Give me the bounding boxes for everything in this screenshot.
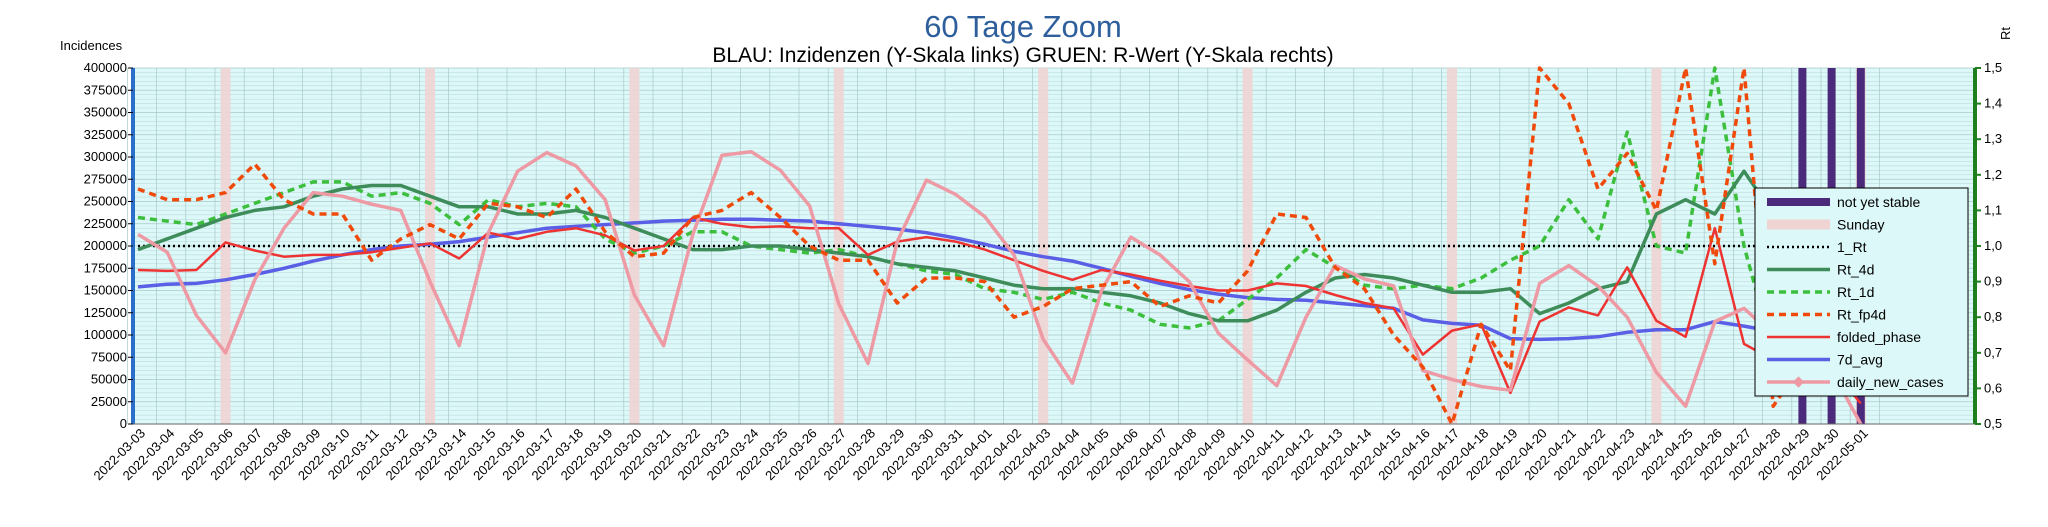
y-tick-label-left: 300000 — [84, 149, 127, 164]
y-tick-label-left: 400000 — [84, 60, 127, 75]
y-axis-right-title: Rt — [1998, 27, 2013, 40]
y-tick-label-left: 225000 — [84, 216, 127, 231]
y-tick-label-left: 375000 — [84, 82, 127, 97]
legend-marker — [1792, 376, 1805, 388]
series-line-folded-phase — [137, 216, 1862, 405]
y-tick-label-left: 150000 — [84, 283, 127, 298]
legend-swatch — [1767, 219, 1830, 230]
sunday-bar — [1242, 68, 1253, 424]
sunday-bar — [220, 68, 231, 424]
y-tick-label-left: 325000 — [84, 127, 127, 142]
series-line-rt-fp4d — [137, 66, 1862, 426]
legend-label: Rt_4d — [1837, 262, 1874, 278]
y-tick-label-right: 0,5 — [1984, 416, 2002, 431]
series-line-rt-1d — [137, 66, 1863, 359]
y-tick-label-right: 1,0 — [1984, 238, 2002, 253]
y-tick-label-left: 75000 — [91, 349, 127, 364]
legend-label: folded_phase — [1837, 329, 1921, 345]
y-tick-label-right: 1,2 — [1984, 167, 2002, 182]
legend-label: Sunday — [1837, 217, 1884, 233]
y-tick-label-left: 0 — [120, 416, 127, 431]
chart-title: 60 Tage Zoom — [924, 9, 1122, 44]
y-tick-label-right: 1,5 — [1984, 60, 2002, 75]
y-tick-label-left: 350000 — [84, 105, 127, 120]
y-tick-label-left: 200000 — [84, 238, 127, 253]
y-tick-label-left: 275000 — [84, 171, 127, 186]
y-tick-label-right: 1,3 — [1984, 131, 2002, 146]
legend-label: 1_Rt — [1837, 239, 1867, 255]
legend-label: Rt_fp4d — [1837, 307, 1886, 323]
y-tick-label-left: 250000 — [84, 194, 127, 209]
y-tick-label-right: 0,8 — [1984, 309, 2002, 324]
sunday-bar — [1447, 68, 1457, 424]
series-line-rt-4d — [137, 169, 1863, 323]
y-tick-label-left: 50000 — [91, 372, 127, 387]
y-tick-label-left: 100000 — [84, 327, 127, 342]
y-tick-label-right: 1,1 — [1984, 202, 2002, 217]
y-tick-label-right: 0,7 — [1984, 345, 2002, 360]
chart-subtitle: BLAU: Inzidenzen (Y-Skala links) GRUEN: … — [712, 44, 1333, 67]
y-axis-left-title: Incidences — [60, 38, 123, 53]
y-tick-label-left: 25000 — [91, 394, 127, 409]
y-tick-label-right: 1,4 — [1984, 96, 2002, 111]
legend-label: daily_new_cases — [1837, 374, 1944, 390]
legend: not yet stable Sunday 1_Rt Rt_4d Rt_1d Rt_fp4… — [1754, 187, 1969, 397]
plot-layer: 0 25000 50000 75000 100000 125000 150000 175000… — [84, 60, 2002, 483]
legend-label: 7d_avg — [1837, 352, 1883, 368]
legend-label: not yet stable — [1837, 194, 1920, 210]
series-line-daily-new-cases — [137, 149, 1863, 425]
y-tick-label-right: 0,6 — [1984, 380, 2002, 395]
y-tick-label-left: 125000 — [84, 305, 127, 320]
y-tick-label-left: 175000 — [84, 260, 127, 275]
y-tick-label-right: 0,9 — [1984, 274, 2002, 289]
legend-swatch — [1767, 198, 1830, 206]
legend-label: Rt_1d — [1837, 284, 1874, 300]
